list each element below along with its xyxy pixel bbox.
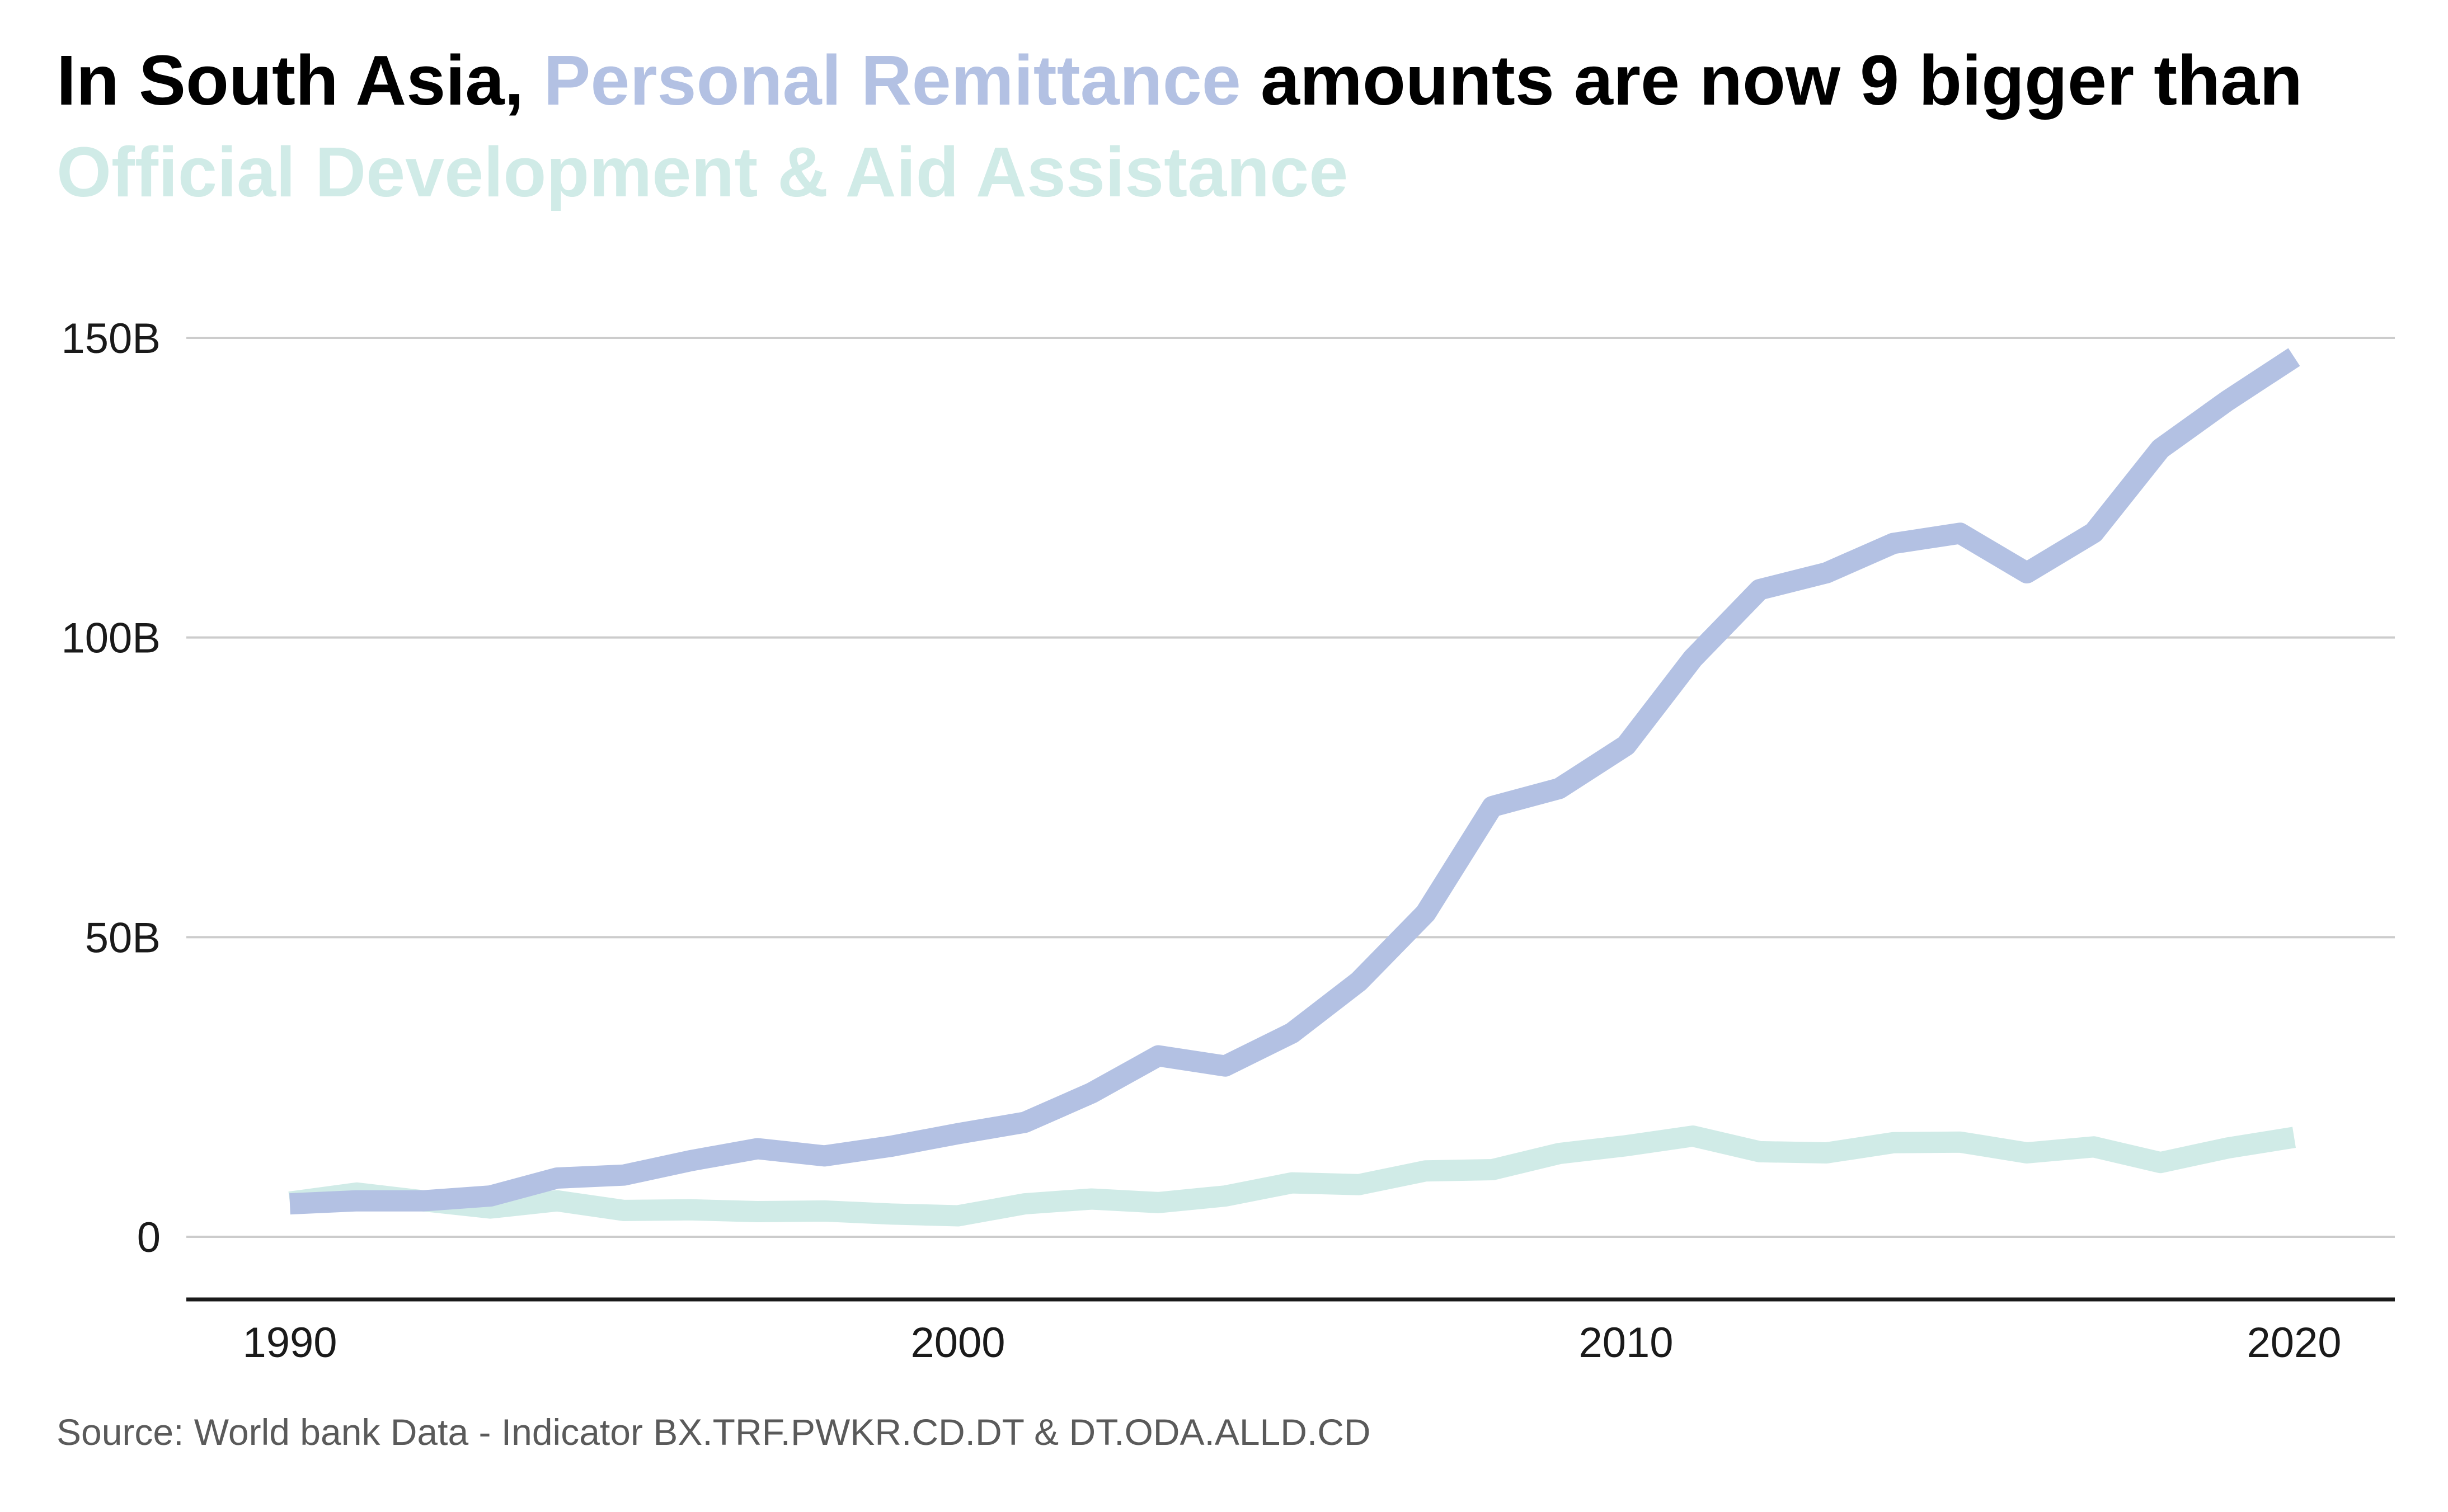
y-tick-label: 150B <box>62 315 161 362</box>
source-note: Source: World bank Data - Indicator BX.T… <box>57 1411 1371 1453</box>
series-line-oda <box>288 1125 2296 1227</box>
x-axis-ticks: 1990 2000 2010 2020 <box>242 1319 2341 1367</box>
x-tick-label: 1990 <box>242 1319 337 1367</box>
chart-title: In South Asia, Personal Remittance amoun… <box>57 35 2407 218</box>
y-tick-label: 50B <box>85 914 161 962</box>
gridlines <box>186 337 2395 1238</box>
y-tick-label: 0 <box>137 1214 161 1261</box>
x-tick-label: 2010 <box>1578 1319 1673 1367</box>
x-tick-label: 2000 <box>910 1319 1005 1367</box>
title-highlight-remittance: Personal Remittance <box>543 41 1241 120</box>
series-lines <box>288 348 2300 1227</box>
title-prefix: In South Asia, <box>57 41 544 120</box>
x-tick-label: 2020 <box>2247 1319 2341 1367</box>
y-axis-ticks: 0 50B 100B 150B <box>62 315 161 1261</box>
title-highlight-oda: Official Development & Aid Assistance <box>57 133 1348 211</box>
title-middle: amounts are now 9 bigger than <box>1241 41 2303 120</box>
y-tick-label: 100B <box>62 615 161 662</box>
series-line-remittance <box>289 348 2300 1215</box>
